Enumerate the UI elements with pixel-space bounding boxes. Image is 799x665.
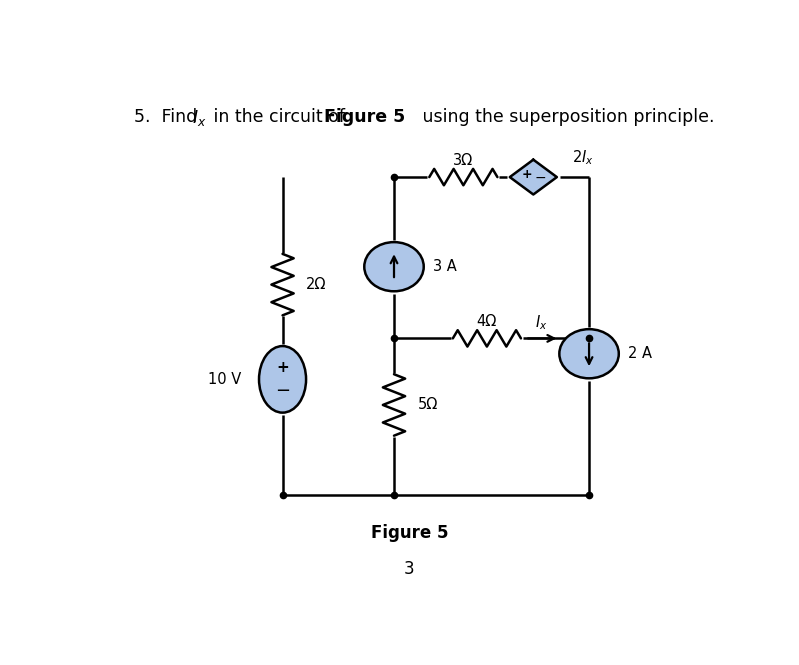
- Text: 2 A: 2 A: [628, 346, 652, 361]
- Text: 10 V: 10 V: [209, 372, 241, 387]
- Text: 5Ω: 5Ω: [418, 398, 438, 412]
- Text: using the superposition principle.: using the superposition principle.: [417, 108, 714, 126]
- Polygon shape: [510, 160, 557, 194]
- Text: in the circuit of: in the circuit of: [209, 108, 351, 126]
- Text: +: +: [522, 168, 532, 181]
- Text: $I_x$: $I_x$: [192, 108, 206, 128]
- Text: 5.  Find: 5. Find: [134, 108, 203, 126]
- Text: 3 A: 3 A: [433, 259, 457, 274]
- Ellipse shape: [259, 346, 306, 412]
- Circle shape: [559, 329, 618, 378]
- Text: 3Ω: 3Ω: [453, 153, 474, 168]
- Text: $2I_x$: $2I_x$: [572, 148, 594, 167]
- Text: 4Ω: 4Ω: [477, 315, 497, 329]
- Text: $I_x$: $I_x$: [535, 314, 547, 332]
- Text: Figure 5: Figure 5: [324, 108, 405, 126]
- Text: −: −: [535, 171, 547, 185]
- Text: 2Ω: 2Ω: [306, 277, 327, 292]
- Text: +: +: [276, 360, 289, 375]
- Text: Figure 5: Figure 5: [371, 524, 448, 542]
- Circle shape: [364, 242, 423, 291]
- Text: 3: 3: [404, 560, 415, 578]
- Text: −: −: [275, 382, 290, 400]
